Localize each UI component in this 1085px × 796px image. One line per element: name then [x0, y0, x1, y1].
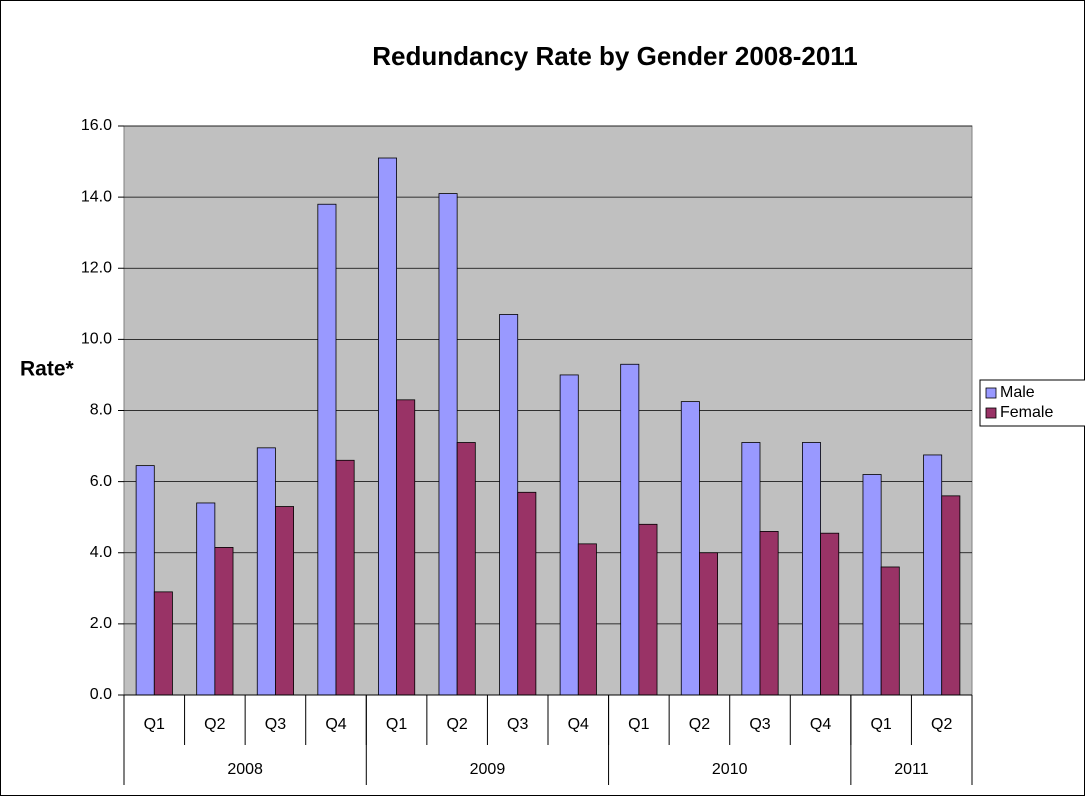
bar [135, 465, 155, 696]
legend-label: Male [1000, 384, 1035, 401]
y-tick-label: 16.0 [81, 117, 112, 134]
y-tick-label: 0.0 [90, 686, 112, 703]
group-label: 2010 [712, 761, 748, 778]
y-tick-label: 4.0 [90, 544, 112, 561]
bar [680, 401, 700, 696]
x-tick-label: Q4 [568, 716, 589, 733]
bar [317, 203, 337, 696]
y-tick-label: 2.0 [90, 615, 112, 632]
x-tick-label: Q2 [689, 716, 710, 733]
bar [820, 532, 840, 696]
bar [577, 543, 597, 696]
y-tick-label: 8.0 [90, 402, 112, 419]
bar [396, 399, 416, 696]
x-tick-label: Q4 [810, 716, 831, 733]
y-tick-label: 14.0 [81, 188, 112, 205]
chart-title: Redundancy Rate by Gender 2008-2011 [372, 41, 858, 71]
x-tick-label: Q3 [749, 716, 770, 733]
bar [275, 506, 294, 696]
bar [438, 193, 458, 696]
bar [923, 454, 943, 696]
legend-swatch [985, 407, 997, 419]
legend-box [979, 379, 1085, 427]
y-axis-label: Rate* [20, 358, 75, 381]
x-tick-label: Q4 [325, 716, 346, 733]
bar [741, 442, 761, 696]
y-tick-label: 6.0 [90, 473, 112, 490]
x-tick-label: Q2 [931, 716, 952, 733]
bar [559, 374, 579, 696]
legend-swatch [985, 387, 997, 399]
x-tick-label: Q1 [628, 716, 649, 733]
legend-label: Female [1000, 404, 1053, 421]
bar [862, 474, 882, 696]
bar [941, 495, 961, 696]
bar [638, 523, 658, 696]
bar [256, 447, 276, 696]
y-tick-label: 10.0 [81, 331, 112, 348]
x-tick-label: Q2 [446, 716, 467, 733]
bar [196, 502, 216, 696]
y-tick-label: 12.0 [81, 259, 112, 276]
x-tick-label: Q3 [265, 716, 286, 733]
bar [802, 442, 821, 696]
x-tick-label: Q1 [386, 716, 407, 733]
group-label: 2011 [894, 761, 929, 778]
group-label: 2008 [227, 761, 263, 778]
bar [153, 591, 173, 696]
bar [699, 552, 719, 696]
bar [759, 531, 779, 696]
bar [880, 566, 900, 696]
group-label: 2009 [470, 761, 506, 778]
x-tick-label: Q1 [144, 716, 165, 733]
bar [499, 314, 519, 696]
bar [517, 491, 537, 696]
bar [456, 442, 476, 696]
x-tick-label: Q3 [507, 716, 528, 733]
bar [620, 363, 640, 696]
x-tick-label: Q1 [870, 716, 891, 733]
bar [377, 157, 397, 696]
x-tick-label: Q2 [204, 716, 225, 733]
bar [214, 547, 234, 696]
bar [335, 459, 355, 696]
